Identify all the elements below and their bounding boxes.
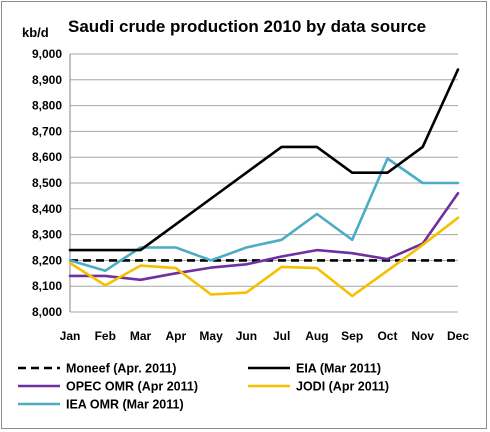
y-tick-label: 8,800 [32, 99, 62, 113]
grid [69, 53, 458, 313]
legend: Moneef (Apr. 2011) EIA (Mar 2011) OPEC OMR… [18, 362, 389, 412]
series-lines [68, 68, 460, 298]
y-tick-labels: 8,000 8,100 8,200 8,300 8,400 8,500 8,600 8,700… [32, 47, 62, 319]
x-tick-label: Mar [130, 329, 152, 343]
series-line-2 [68, 192, 460, 282]
x-tick-label: Jan [60, 329, 81, 343]
y-tick-label: 8,600 [32, 150, 62, 164]
legend-label-3: JODI (Apr 2011) [296, 380, 389, 394]
y-tick-label: 8,100 [32, 279, 62, 293]
legend-label-1: EIA (Mar 2011) [296, 362, 381, 376]
y-axis-unit: kb/d [22, 25, 49, 40]
series-line-1 [68, 68, 460, 252]
y-tick-label: 8,000 [32, 305, 62, 319]
legend-label-2: OPEC OMR (Apr 2011) [66, 380, 198, 394]
y-tick-label: 8,400 [32, 202, 62, 216]
x-tick-label: May [199, 329, 223, 343]
x-tick-label: Jun [236, 329, 257, 343]
y-tick-label: 8,700 [32, 124, 62, 138]
series-line-3 [68, 216, 460, 298]
x-tick-label: Jul [273, 329, 290, 343]
y-tick-label: 8,500 [32, 176, 62, 190]
legend-label-0: Moneef (Apr. 2011) [66, 362, 176, 376]
chart-title: Saudi crude production 2010 by data sour… [68, 17, 426, 36]
x-tick-label: Nov [411, 329, 434, 343]
x-tick-label: Aug [305, 329, 328, 343]
x-tick-label: Dec [447, 329, 469, 343]
x-tick-label: Sep [341, 329, 363, 343]
y-tick-label: 8,200 [32, 253, 62, 267]
y-tick-label: 8,900 [32, 73, 62, 87]
x-tick-label: Oct [377, 329, 397, 343]
x-tick-labels: Jan Feb Mar Apr May Jun Jul Aug Sep Oct Nov Dec [60, 329, 470, 343]
x-tick-label: Apr [165, 329, 186, 343]
x-tick-label: Feb [95, 329, 116, 343]
y-tick-label: 9,000 [32, 47, 62, 61]
y-tick-label: 8,300 [32, 228, 62, 242]
legend-label-4: IEA OMR (Mar 2011) [66, 398, 184, 412]
